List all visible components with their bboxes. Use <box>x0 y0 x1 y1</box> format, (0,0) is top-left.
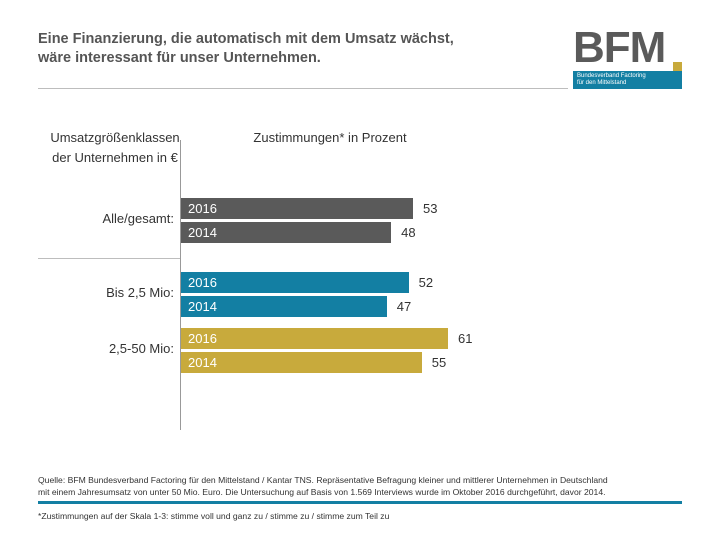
bar-series-label: 2014 <box>188 299 217 314</box>
category-column-header: Umsatzgrößenklassen der Unternehmen in € <box>40 128 190 168</box>
category-label-alle-gesamt: Alle/gesamt: <box>102 211 174 226</box>
source-line-1: Quelle: BFM Bundesverband Factoring für … <box>38 475 608 485</box>
bar-value-label: 55 <box>431 355 447 370</box>
footer-divider <box>38 501 682 504</box>
bar-series-label: 2014 <box>188 225 217 240</box>
bar-bis-2-5-mio-2014: 2014 <box>181 296 387 317</box>
bar-series-label: 2016 <box>188 331 217 346</box>
source-note: Quelle: BFM Bundesverband Factoring für … <box>38 474 698 498</box>
title-line-1: Eine Finanzierung, die automatisch mit d… <box>38 31 454 47</box>
title-line-2: wäre interessant für unser Unternehmen. <box>38 50 321 66</box>
bar-value-label: 61 <box>458 331 473 346</box>
category-header-line-2: der Unternehmen in € <box>52 150 178 165</box>
axis-line <box>180 140 181 430</box>
logo-text-line-2: für den Mittelstand <box>577 80 627 86</box>
logo-gold-square <box>673 62 682 71</box>
value-column-header: Zustimmungen* in Prozent <box>253 130 407 145</box>
bar-series-label: 2016 <box>188 201 217 216</box>
footnote: *Zustimmungen auf der Skala 1-3: stimme … <box>38 511 390 521</box>
bar-value-label: 48 <box>401 225 416 240</box>
bar-2-5-50-mio-2016: 2016 <box>181 328 449 349</box>
chart-title: Eine Finanzierung, die automatisch mit d… <box>38 30 558 68</box>
logo-text-line-1: Bundesverband Factoring <box>577 73 646 79</box>
bar-alle-gesamt-2014: 2014 <box>181 222 392 243</box>
logo-banner: Bundesverband Factoring für den Mittelst… <box>573 71 682 89</box>
bar-bis-2-5-mio-2016: 2016 <box>181 272 409 293</box>
logo-letters: BFM <box>573 23 666 72</box>
title-divider <box>38 88 568 89</box>
bar-series-label: 2016 <box>188 275 217 290</box>
bfm-logo: BFM Bundesverband Factoring für den Mitt… <box>573 26 683 90</box>
bar-alle-gesamt-2016: 2016 <box>181 198 413 219</box>
bar-2-5-50-mio-2014: 2014 <box>181 352 422 373</box>
bar-value-label: 53 <box>423 201 438 216</box>
category-label-2-5-50-mio: 2,5-50 Mio: <box>108 341 174 356</box>
category-header-line-1: Umsatzgrößenklassen <box>50 130 180 145</box>
group-divider <box>38 258 180 259</box>
category-label-bis-2-5-mio: Bis 2,5 Mio: <box>106 285 174 300</box>
bar-value-label: 47 <box>396 299 412 314</box>
bar-value-label: 52 <box>418 275 434 290</box>
source-line-2: mit einem Jahresumsatz von unter 50 Mio.… <box>38 487 606 497</box>
bar-series-label: 2014 <box>188 355 217 370</box>
